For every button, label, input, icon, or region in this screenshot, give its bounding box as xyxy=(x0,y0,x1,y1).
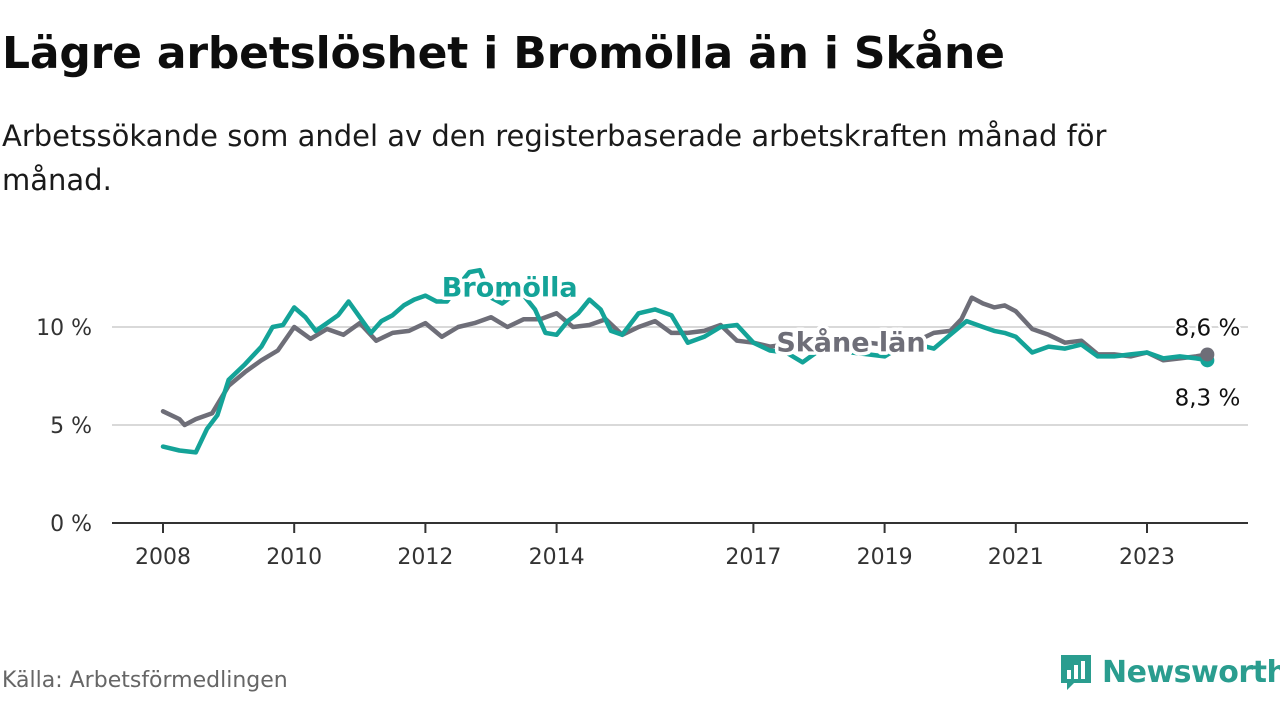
chart-subtitle: Arbetssökande som andel av den registerb… xyxy=(2,119,1107,197)
x-tick-label: 2008 xyxy=(135,545,191,570)
series-line-bromolla xyxy=(160,267,1210,455)
x-tick-label: 2017 xyxy=(725,545,781,570)
end-point-skane xyxy=(1200,347,1215,362)
x-tick-label: 2021 xyxy=(988,545,1044,570)
y-axis: 0 % 5 % 10 % xyxy=(36,316,92,537)
y-tick-label: 10 % xyxy=(36,316,92,341)
brand-logo[interactable]: Newsworthy xyxy=(1058,652,1280,692)
x-tick-label: 2010 xyxy=(266,545,322,570)
series-label-bromolla: Bromölla xyxy=(442,273,578,304)
x-tick-label: 2012 xyxy=(397,545,453,570)
series-lines xyxy=(160,267,1215,455)
series-line-skane xyxy=(160,295,1210,428)
y-tick-label: 0 % xyxy=(50,512,92,537)
x-tick-label: 2019 xyxy=(857,545,913,570)
brand-name: Newsworthy xyxy=(1102,654,1280,690)
end-label-skane: 8,6 % xyxy=(1175,315,1241,341)
newsworthy-logo-icon xyxy=(1061,655,1091,690)
series-label-skane: Skåne län xyxy=(776,327,925,359)
x-tick-label: 2014 xyxy=(529,545,585,570)
chart-title: Lägre arbetslöshet i Bromölla än i Skåne xyxy=(2,28,1005,79)
line-chart: Bromölla Skåne län 8,3 % 8,6 % 2008 2010 2012… xyxy=(36,267,1248,570)
series-labels: Bromölla Skåne län 8,3 % 8,6 % xyxy=(438,269,1243,414)
source-note: Källa: Arbetsförmedlingen xyxy=(2,668,288,693)
x-tick-label: 2023 xyxy=(1119,545,1175,570)
y-tick-label: 5 % xyxy=(50,414,92,439)
end-label-bromolla: 8,3 % xyxy=(1175,385,1241,411)
x-axis: 2008 2010 2012 2014 2017 2019 2021 2023 xyxy=(112,522,1248,570)
